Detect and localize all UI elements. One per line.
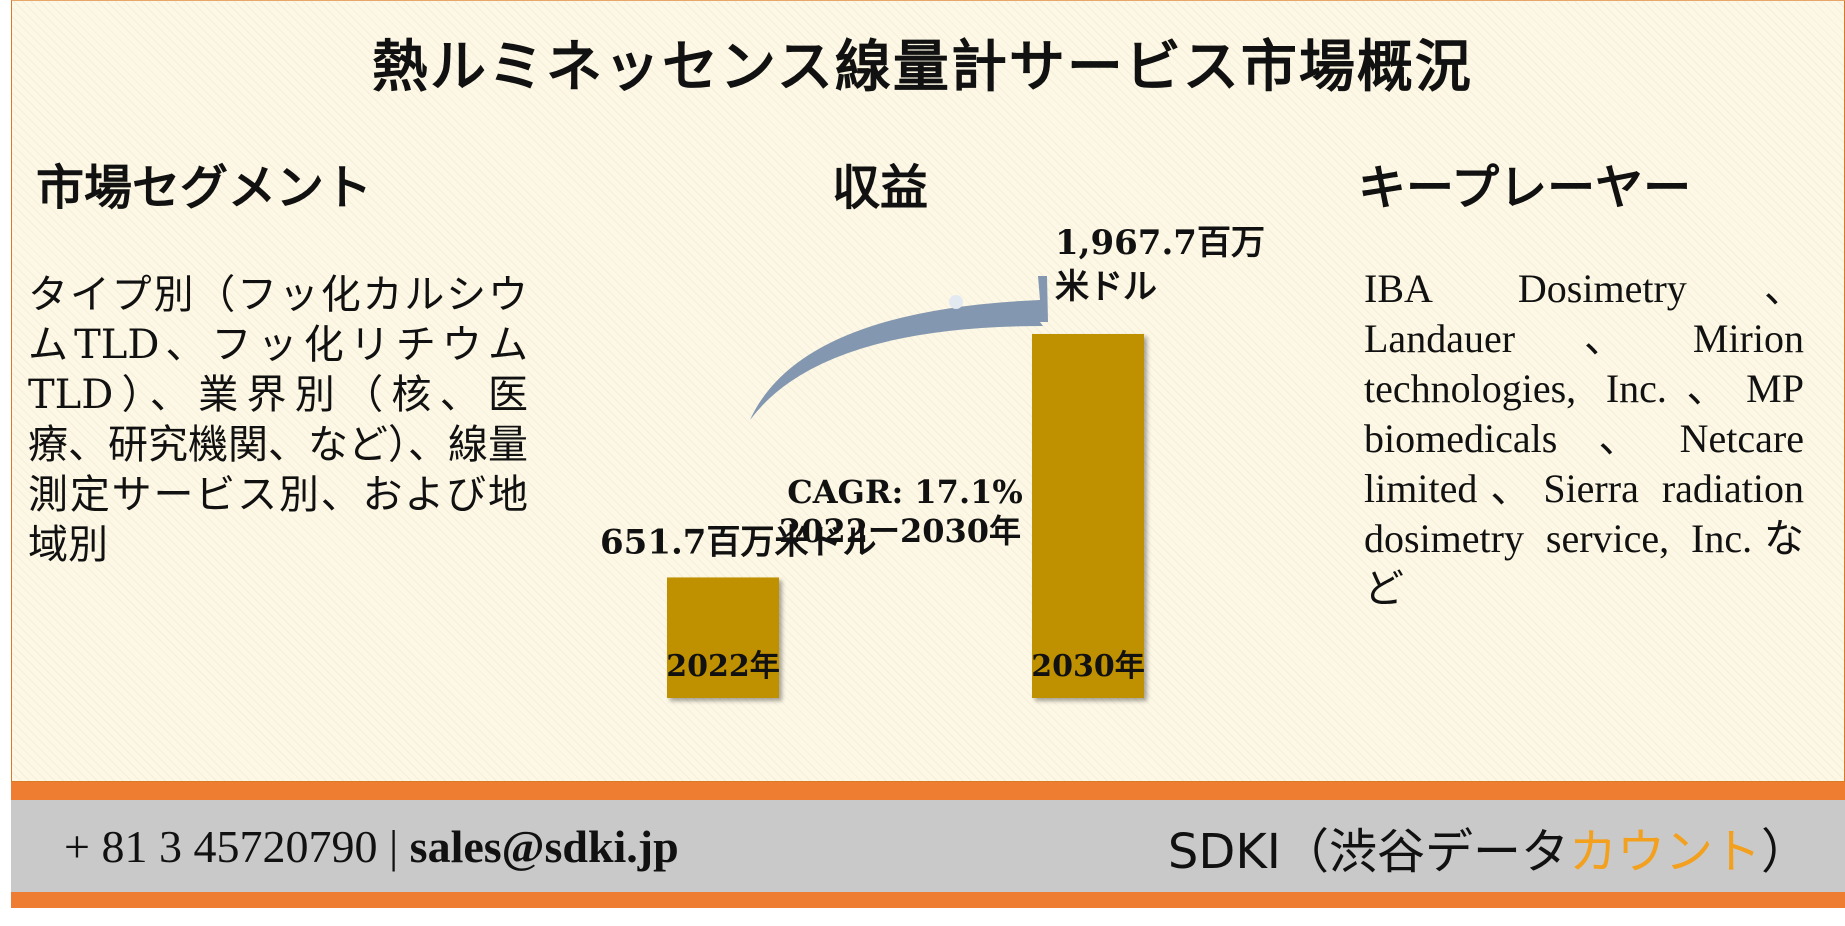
footer-band [11, 800, 1845, 892]
revenue-heading: 収益 [832, 160, 929, 216]
footer-bottom-bar [11, 892, 1845, 908]
growth-arrow-icon [750, 276, 1048, 420]
key-players-text: IBA Dosimetry、Landauer、Mirion technologi… [1364, 266, 1804, 611]
bar-2022 [667, 577, 779, 698]
category-label-2030: 2030年 [1031, 649, 1145, 684]
footer-contact: + 81 3 45720790 | sales@sdki.jp [64, 820, 679, 873]
revenue-chart: 2022年 2030年 651.7百万米ドル 1,967.7百万米ドル CAGR… [600, 223, 1265, 698]
email-link[interactable]: sales@sdki.jp [409, 821, 679, 872]
page-title: 熱ルミネッセンス線量計サービス市場概況 [372, 34, 1473, 100]
contact-separator: | [377, 821, 410, 872]
overview-panel [11, 0, 1845, 782]
bar-2030 [1032, 334, 1144, 698]
key-players-heading: キープレーヤー [1358, 160, 1692, 216]
brand-accent: カウント [1568, 824, 1761, 880]
data-label-2022: 651.7百万米ドル [600, 522, 876, 562]
footer-top-bar [11, 782, 1845, 800]
arrow-highlight [949, 295, 963, 309]
cagr-period-label: 2022ー2030年 [779, 512, 1021, 550]
brand-name: SDKI（渋谷データカウント） [1168, 812, 1809, 882]
brand-suffix: ） [1760, 824, 1809, 880]
category-label-2022: 2022年 [666, 649, 780, 684]
segment-text: タイプ別（フッ化カルシウムTLD、フッ化リチウムTLD）、業界別（核、医療、研究… [28, 272, 528, 568]
cagr-label: CAGR: 17.1% [787, 473, 1023, 511]
phone-number: + 81 3 45720790 [64, 821, 378, 872]
segment-heading: 市場セグメント [36, 160, 373, 216]
brand-prefix: SDKI（渋谷データ [1167, 824, 1569, 880]
data-label-2030: 1,967.7百万米ドル [1055, 223, 1265, 307]
